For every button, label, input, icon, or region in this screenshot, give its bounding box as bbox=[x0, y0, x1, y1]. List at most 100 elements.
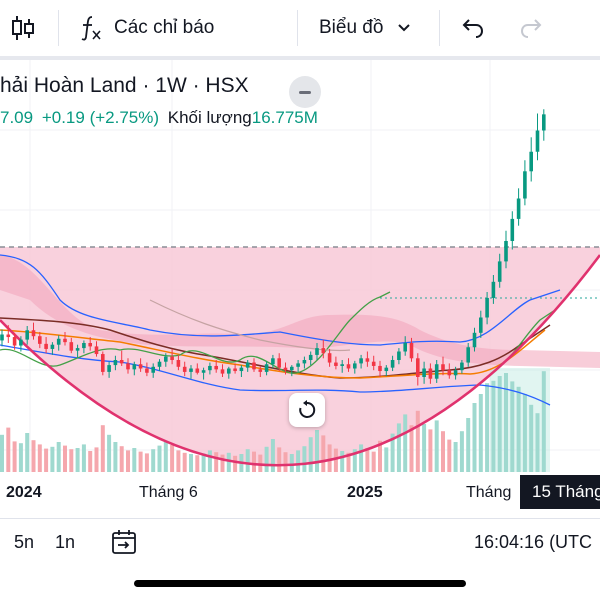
candle-body[interactable] bbox=[523, 171, 527, 199]
candle-body[interactable] bbox=[63, 338, 67, 343]
candle-body[interactable] bbox=[535, 130, 540, 152]
candle-body[interactable] bbox=[38, 336, 42, 344]
candle-body[interactable] bbox=[434, 364, 439, 379]
candle-body[interactable] bbox=[119, 360, 124, 364]
candle-body[interactable] bbox=[157, 361, 162, 367]
candle-body[interactable] bbox=[485, 297, 489, 318]
candle-body[interactable] bbox=[315, 348, 319, 355]
undo-button[interactable] bbox=[440, 0, 507, 56]
candle-body[interactable] bbox=[447, 370, 452, 376]
candle-body[interactable] bbox=[164, 356, 168, 362]
candle-body[interactable] bbox=[208, 365, 212, 371]
candle-body[interactable] bbox=[214, 365, 218, 370]
candle-body[interactable] bbox=[277, 358, 281, 368]
candle-body[interactable] bbox=[233, 368, 237, 372]
candle-body[interactable] bbox=[252, 362, 256, 370]
candle-body[interactable] bbox=[101, 354, 105, 372]
candle-body[interactable] bbox=[371, 361, 376, 366]
candle-body[interactable] bbox=[44, 343, 48, 349]
candle-body[interactable] bbox=[195, 368, 200, 373]
candle-body[interactable] bbox=[245, 362, 250, 368]
candle-body[interactable] bbox=[334, 362, 338, 366]
candle-body[interactable] bbox=[113, 360, 118, 366]
candle-body[interactable] bbox=[258, 369, 263, 372]
candle-body[interactable] bbox=[107, 365, 111, 372]
candle-body[interactable] bbox=[189, 368, 193, 372]
candle-body[interactable] bbox=[170, 356, 174, 360]
candle-body[interactable] bbox=[542, 114, 546, 131]
candle-body[interactable] bbox=[69, 342, 74, 351]
layout-button[interactable]: Biểu đồ bbox=[298, 0, 439, 56]
candle-body[interactable] bbox=[145, 368, 149, 373]
candle-body[interactable] bbox=[497, 261, 502, 282]
candle-body[interactable] bbox=[353, 363, 357, 369]
rounding-bottom-curve[interactable] bbox=[0, 254, 600, 467]
candle-body[interactable] bbox=[19, 339, 23, 346]
candle-body[interactable] bbox=[283, 367, 288, 371]
reset-chart-button[interactable] bbox=[289, 393, 325, 427]
go-to-date-button[interactable] bbox=[110, 528, 138, 561]
candle-body[interactable] bbox=[529, 151, 533, 172]
symbol-title[interactable]: hải Hoàn Land · 1W · HSX bbox=[0, 74, 249, 97]
redo-button[interactable] bbox=[507, 0, 559, 56]
candle-body[interactable] bbox=[460, 362, 464, 371]
candle-body[interactable] bbox=[220, 369, 225, 374]
candle-body[interactable] bbox=[346, 364, 351, 369]
range-1y-button[interactable]: 1n bbox=[55, 532, 76, 552]
time-axis[interactable]: 2024 Tháng 6 2025 Tháng 15 Tháng bbox=[0, 472, 600, 512]
candle-body[interactable] bbox=[50, 344, 55, 349]
candle-body[interactable] bbox=[340, 364, 344, 366]
candle-body[interactable] bbox=[359, 358, 363, 364]
candle-body[interactable] bbox=[422, 368, 426, 378]
candle-body[interactable] bbox=[176, 360, 181, 367]
candle-body[interactable] bbox=[12, 337, 17, 346]
candle-body[interactable] bbox=[94, 346, 99, 355]
candle-body[interactable] bbox=[182, 366, 187, 372]
candle-body[interactable] bbox=[308, 354, 313, 360]
candle-body[interactable] bbox=[472, 332, 477, 348]
candle-body[interactable] bbox=[409, 343, 414, 359]
candle-body[interactable] bbox=[0, 334, 4, 341]
candle-body[interactable] bbox=[56, 338, 61, 345]
candle-body[interactable] bbox=[491, 281, 496, 298]
price-chart[interactable] bbox=[0, 60, 600, 512]
candle-body[interactable] bbox=[466, 347, 470, 363]
candle-body[interactable] bbox=[365, 358, 370, 362]
chart-type-button[interactable] bbox=[0, 0, 46, 56]
candle-body[interactable] bbox=[428, 368, 433, 379]
candle-body[interactable] bbox=[302, 360, 307, 364]
candle-body[interactable] bbox=[126, 363, 130, 370]
candle-body[interactable] bbox=[151, 366, 155, 373]
candle-body[interactable] bbox=[504, 241, 508, 262]
candle-body[interactable] bbox=[201, 370, 206, 373]
candle-body[interactable] bbox=[264, 364, 269, 372]
candle-body[interactable] bbox=[138, 364, 143, 369]
candle-body[interactable] bbox=[378, 365, 382, 372]
candle-body[interactable] bbox=[290, 366, 294, 371]
candle-body[interactable] bbox=[516, 198, 521, 219]
candle-body[interactable] bbox=[403, 343, 407, 352]
indicators-button[interactable]: Các chỉ báo bbox=[59, 0, 297, 56]
candle-body[interactable] bbox=[75, 348, 80, 351]
candle-body[interactable] bbox=[25, 330, 29, 340]
candle-body[interactable] bbox=[82, 343, 86, 349]
candle-body[interactable] bbox=[453, 370, 458, 376]
candle-body[interactable] bbox=[31, 330, 36, 337]
candle-body[interactable] bbox=[321, 348, 326, 354]
candle-body[interactable] bbox=[296, 363, 300, 367]
candle-body[interactable] bbox=[384, 367, 389, 372]
candle-body[interactable] bbox=[390, 360, 395, 368]
candle-body[interactable] bbox=[416, 358, 420, 377]
chart-area[interactable] bbox=[0, 60, 600, 512]
candle-body[interactable] bbox=[132, 364, 137, 370]
candle-body[interactable] bbox=[441, 364, 445, 371]
candle-body[interactable] bbox=[6, 334, 11, 338]
candle-body[interactable] bbox=[397, 351, 401, 361]
candle-body[interactable] bbox=[239, 367, 244, 372]
candle-body[interactable] bbox=[271, 358, 275, 365]
candle-body[interactable] bbox=[327, 353, 332, 363]
candle-body[interactable] bbox=[88, 343, 92, 347]
collapse-legend-button[interactable] bbox=[289, 76, 321, 108]
clock-timezone[interactable]: 16:04:16 (UTC bbox=[474, 532, 593, 552]
candle-body[interactable] bbox=[510, 218, 515, 241]
